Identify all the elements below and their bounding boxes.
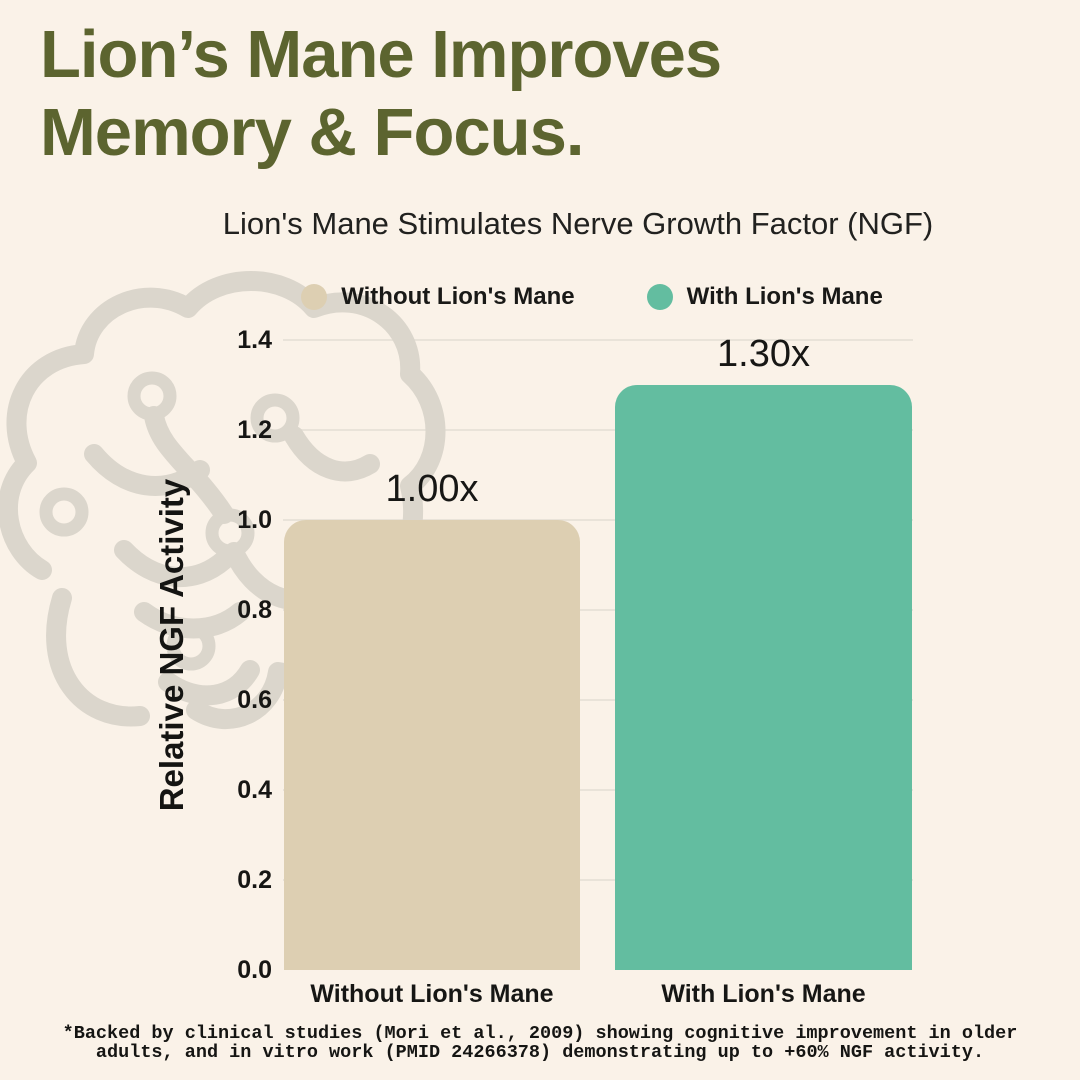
legend-swatch-without-icon — [301, 284, 328, 310]
x-category-without: Without Lion's Mane — [310, 980, 554, 1008]
legend-item-without: Without Lion's Mane — [301, 283, 575, 311]
y-tick-label: 1.4 — [237, 326, 272, 354]
y-tick-label: 0.2 — [237, 866, 272, 894]
gridline — [283, 789, 913, 791]
chart-title: Lion's Mane Stimulates Nerve Growth Fact… — [222, 206, 934, 241]
gridline — [283, 699, 913, 701]
bar-without-lions-mane — [284, 520, 580, 970]
y-axis-title: Relative NGF Activity — [153, 478, 190, 812]
page-title: Lion’s Mane Improves Memory & Focus. — [40, 16, 1040, 173]
gridline — [283, 519, 913, 521]
gridline — [283, 879, 913, 881]
gridline — [283, 339, 913, 341]
y-tick-label: 0.4 — [237, 776, 272, 804]
y-tick-label: 1.0 — [237, 506, 272, 534]
legend-swatch-with-icon — [646, 284, 673, 310]
footnote-line2: adults, and in vitro work (PMID 24266378… — [95, 1042, 985, 1063]
page-title-line1: Lion’s Mane Improves — [40, 17, 722, 92]
y-tick-label: 0.0 — [237, 956, 272, 984]
chart-legend: Without Lion's Mane With Lion's Mane — [104, 276, 1080, 318]
value-label-with: 1.30x — [717, 333, 810, 375]
legend-item-with: With Lion's Mane — [646, 283, 883, 311]
value-label-without: 1.00x — [385, 468, 479, 510]
legend-label-with: With Lion's Mane — [686, 283, 883, 310]
y-tick-label: 0.8 — [237, 596, 272, 624]
footnote-line1: *Backed by clinical studies (Mori et al.… — [62, 1023, 1018, 1044]
bar-with-lions-mane — [615, 385, 912, 970]
gridline — [283, 429, 913, 431]
gridline — [283, 609, 913, 611]
page-title-line2: Memory & Focus. — [40, 95, 584, 171]
y-tick-label: 0.6 — [237, 686, 272, 714]
y-tick-label: 1.2 — [237, 416, 272, 444]
legend-label-without: Without Lion's Mane — [341, 283, 575, 310]
x-category-with: With Lion's Mane — [661, 980, 866, 1008]
footnote: *Backed by clinical studies (Mori et al.… — [0, 1024, 1080, 1062]
